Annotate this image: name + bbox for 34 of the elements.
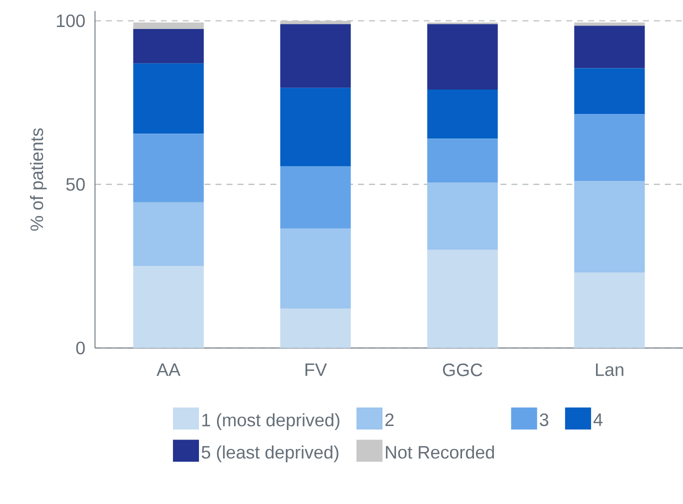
y-tick-label: 100 (56, 14, 85, 28)
legend-label: 4 (593, 414, 603, 426)
bar (427, 182, 498, 250)
bar (427, 24, 498, 90)
bar (427, 250, 498, 348)
bar (133, 63, 204, 134)
legend-label: 1 (most deprived) (202, 413, 340, 430)
bar (133, 28, 204, 64)
bar (280, 228, 351, 309)
bar (574, 181, 645, 273)
legend-label: 3 (540, 413, 548, 426)
y-axis-title: % of patients (30, 128, 47, 231)
bar (133, 202, 204, 266)
bar (280, 308, 351, 348)
x-tick-label: GGC (442, 364, 482, 376)
x-tick-label: AA (156, 364, 180, 376)
bar (133, 134, 204, 202)
bar (280, 24, 351, 88)
bar (574, 114, 645, 182)
legend-label: Not Recorded (386, 445, 494, 459)
bar (133, 266, 204, 348)
bar (427, 90, 498, 139)
y-tick-label: 0 (76, 342, 85, 354)
legend-label: 2 (385, 413, 394, 426)
bar (427, 138, 498, 183)
bar (574, 68, 645, 114)
bar (574, 272, 645, 348)
bar (574, 26, 645, 68)
y-tick-label: 50 (66, 178, 85, 191)
bar (280, 88, 351, 166)
x-tick-label: FV (306, 364, 327, 376)
legend-label: 5 (least deprived) (202, 445, 338, 462)
bar (280, 166, 351, 229)
x-tick-label: Lan (596, 364, 624, 376)
